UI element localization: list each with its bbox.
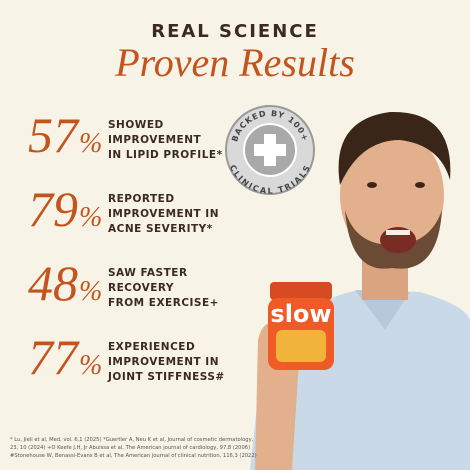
stat-unit: %: [79, 128, 102, 159]
kicker: REAL SCIENCE: [151, 21, 319, 42]
stats: 57 % SHOWED IMPROVEMENT IN LIPID PROFILE* 79%…: [28, 107, 225, 385]
stat-text: FROM EXERCISE+: [108, 297, 219, 309]
stat-text: SHOWED: [108, 119, 164, 131]
stat-text: SAW FASTER: [108, 267, 188, 279]
stat-text: IMPROVEMENT IN: [108, 356, 219, 368]
footnote: 23, 10 (2024) +O Keefe J.H, Jr Abuissa e…: [10, 445, 250, 451]
stat-figure: 79: [28, 181, 78, 237]
badge: BACKED BY 100+ CLINICAL TRIALS: [225, 105, 315, 196]
stat-figure: 57: [28, 107, 80, 163]
footnote: #Stonehouse W, Benassi-Evans B et al, Th…: [10, 453, 257, 459]
stat-figure: 48: [28, 255, 78, 311]
stat-text: IMPROVEMENT: [108, 134, 201, 146]
stat-text: RECOVERY: [108, 282, 174, 294]
stat-text: IMPROVEMENT IN: [108, 208, 219, 220]
title: Proven Results: [114, 40, 355, 85]
stat-figure: 77: [28, 329, 80, 385]
footnotes: * Lu, Jieli et al, Med, vol. 6,1 (2025) …: [10, 437, 257, 459]
stat-unit: %: [79, 276, 102, 307]
stat-text: JOINT STIFFNESS#: [107, 371, 225, 383]
stat-unit: %: [79, 350, 102, 381]
product-bottle: slow: [268, 282, 334, 370]
stat-text: REPORTED: [108, 193, 175, 205]
stat-text: EXPERIENCED: [108, 341, 195, 353]
stat-unit: %: [79, 202, 102, 233]
footnote: * Lu, Jieli et al, Med, vol. 6,1 (2025) …: [10, 437, 254, 443]
stat-text: ACNE SEVERITY*: [108, 223, 213, 235]
stat-text: IN LIPID PROFILE*: [108, 149, 223, 161]
brand: slow: [270, 300, 331, 328]
